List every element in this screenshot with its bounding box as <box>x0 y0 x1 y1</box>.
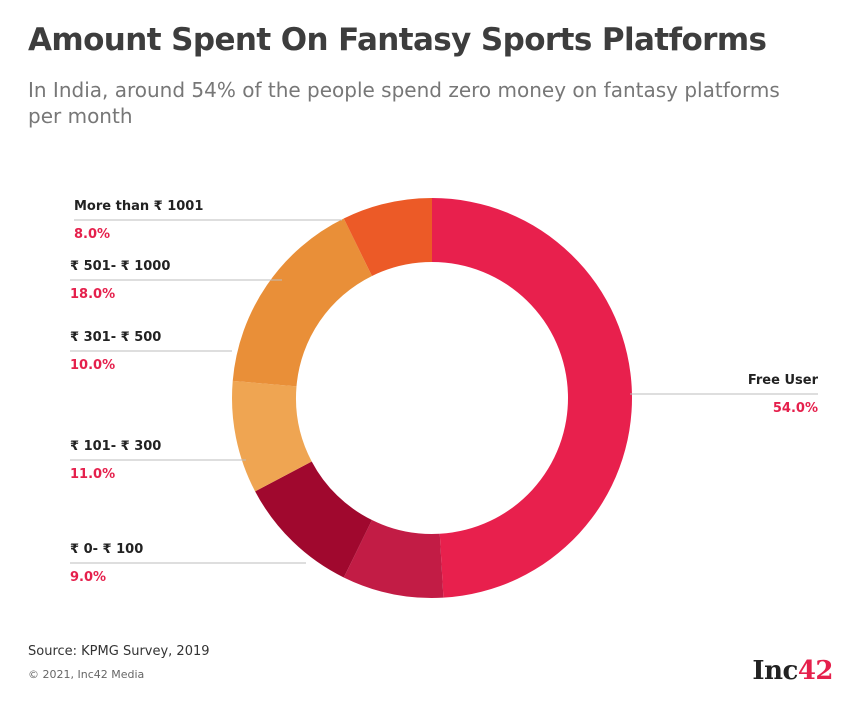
leader-lines <box>70 219 818 564</box>
value-label: 11.0% <box>70 467 115 482</box>
slice-101-300 <box>255 461 372 578</box>
slice-301-500 <box>232 380 312 492</box>
slice-more-than-1001 <box>343 198 432 276</box>
value-label: 10.0% <box>70 358 115 373</box>
chart-subtitle: In India, around 54% of the people spend… <box>28 78 780 128</box>
category-label: Free User <box>748 373 819 388</box>
category-label: More than ₹ 1001 <box>74 199 203 214</box>
value-label: 8.0% <box>74 227 110 242</box>
category-label: ₹ 501- ₹ 1000 <box>70 259 170 274</box>
donut-slices <box>232 198 632 598</box>
value-label: 9.0% <box>70 570 106 585</box>
slice-0-100 <box>343 520 444 598</box>
category-label: ₹ 301- ₹ 500 <box>70 330 161 345</box>
logo-number: 42 <box>797 656 834 686</box>
slice-free-user <box>432 198 632 598</box>
copyright-note: © 2021, Inc42 Media <box>28 668 145 681</box>
source-note: Source: KPMG Survey, 2019 <box>28 644 210 659</box>
category-label: ₹ 101- ₹ 300 <box>70 439 161 454</box>
chart-title: Amount Spent On Fantasy Sports Platforms <box>28 22 767 58</box>
logo-text: Inc <box>752 656 798 686</box>
slice-labels: Free User 54.0% ₹ 0- ₹ 100 9.0% ₹ 101- ₹ 300… <box>70 199 819 585</box>
slice-501-1000 <box>232 218 372 387</box>
inc42-logo: Inc42 <box>752 656 833 686</box>
value-label: 54.0% <box>773 401 818 416</box>
value-label: 18.0% <box>70 287 115 302</box>
category-label: ₹ 0- ₹ 100 <box>70 542 143 557</box>
